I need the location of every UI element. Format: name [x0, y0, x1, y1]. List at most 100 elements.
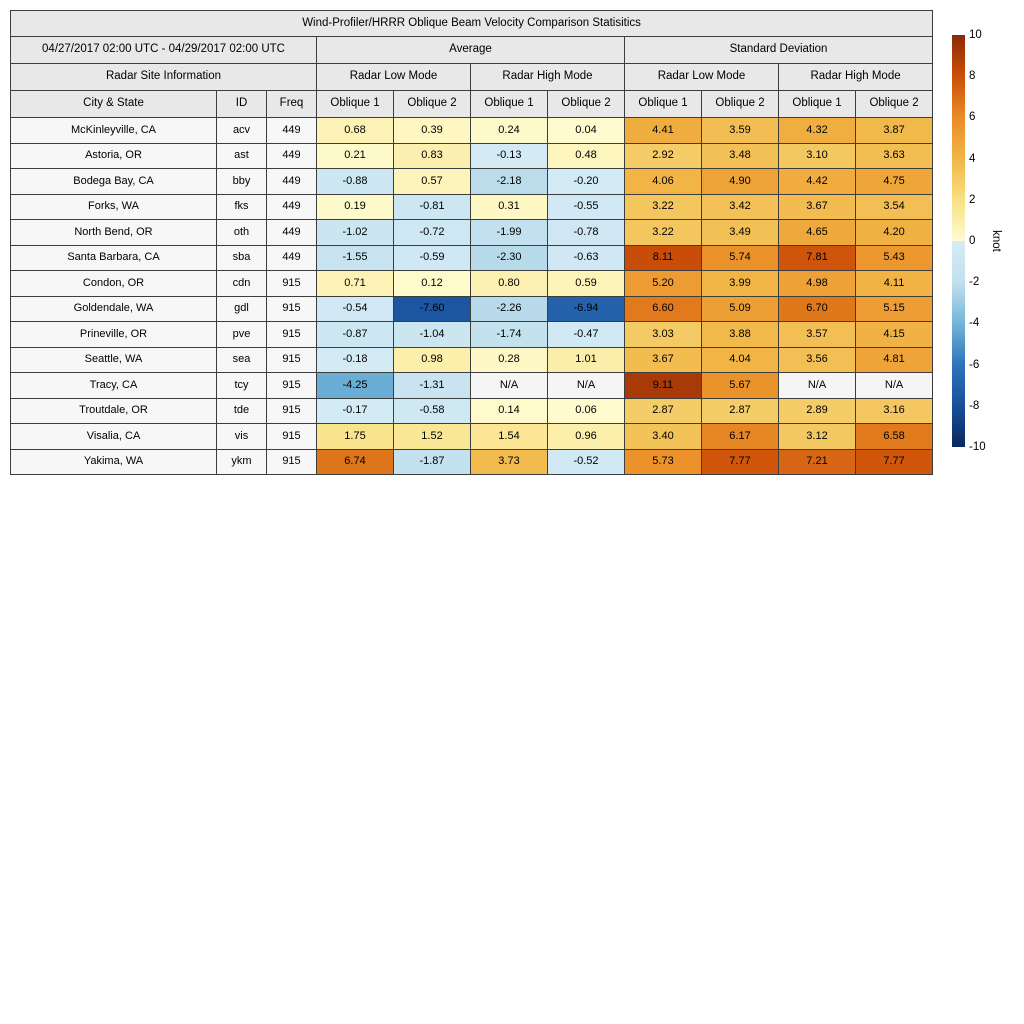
- value-cell: 5.73: [624, 448, 702, 475]
- value-cell: 4.15: [854, 321, 934, 348]
- value-cell: 5.67: [701, 372, 779, 399]
- value-cell: 3.56: [778, 346, 856, 373]
- colorbar-tick-label: 4: [969, 152, 976, 165]
- site-id-cell: vis: [216, 423, 267, 450]
- value-cell: 0.57: [393, 168, 471, 195]
- table-row: McKinleyville, CA acv 449 0.68 0.39 0.24 0.04 4…: [10, 117, 934, 144]
- group-header-average: Average: [316, 36, 625, 64]
- value-cell: 2.92: [624, 142, 702, 169]
- value-cell: 0.14: [470, 397, 548, 424]
- site-info-header: Radar Site Information: [10, 63, 317, 91]
- value-cell: 0.28: [470, 346, 548, 373]
- value-cell: -1.55: [316, 244, 394, 271]
- value-cell: 0.19: [316, 193, 394, 220]
- value-cell: 3.49: [701, 219, 779, 246]
- city-cell: Astoria, OR: [10, 142, 217, 169]
- table-row: Bodega Bay, CA bby 449 -0.88 0.57 -2.18 -0.20 4…: [10, 168, 934, 195]
- table-row: Troutdale, OR tde 915 -0.17 -0.58 0.14 0.06 2.8…: [10, 397, 934, 424]
- value-cell: 0.12: [393, 270, 471, 297]
- value-cell: 0.04: [547, 117, 625, 144]
- city-cell: Forks, WA: [10, 193, 217, 220]
- col-header-oblique: Oblique 1: [316, 90, 394, 118]
- value-cell: -0.59: [393, 244, 471, 271]
- city-cell: Condon, OR: [10, 270, 217, 297]
- value-cell: 7.21: [778, 448, 856, 475]
- site-id-cell: gdl: [216, 295, 267, 322]
- site-id-cell: acv: [216, 117, 267, 144]
- value-cell: 4.75: [854, 168, 934, 195]
- colorbar-gradient: [952, 35, 965, 447]
- value-cell: -0.47: [547, 321, 625, 348]
- colorbar-tick-label: 6: [969, 111, 976, 124]
- value-cell: 1.01: [547, 346, 625, 373]
- freq-cell: 915: [266, 295, 317, 322]
- value-cell: 3.12: [778, 423, 856, 450]
- value-cell: -4.25: [316, 372, 394, 399]
- value-cell: 4.98: [778, 270, 856, 297]
- group-header-stddev: Standard Deviation: [623, 36, 934, 64]
- value-cell: 6.70: [778, 295, 856, 322]
- value-cell: 0.96: [547, 423, 625, 450]
- freq-cell: 449: [266, 142, 317, 169]
- mode-header-std-high: Radar High Mode: [777, 63, 934, 91]
- value-cell: 1.54: [470, 423, 548, 450]
- value-cell: 0.06: [547, 397, 625, 424]
- value-cell: -0.87: [316, 321, 394, 348]
- value-cell: 0.71: [316, 270, 394, 297]
- mode-header-avg-high: Radar High Mode: [470, 63, 625, 91]
- value-cell: 3.67: [778, 193, 856, 220]
- freq-cell: 449: [266, 193, 317, 220]
- site-id-cell: bby: [216, 168, 267, 195]
- value-cell: 3.22: [624, 193, 702, 220]
- freq-cell: 915: [266, 423, 317, 450]
- value-cell: 7.81: [778, 244, 856, 271]
- value-cell: 5.20: [624, 270, 702, 297]
- value-cell: 4.32: [778, 117, 856, 144]
- value-cell: 3.57: [778, 321, 856, 348]
- value-cell: 8.11: [624, 244, 702, 271]
- freq-cell: 915: [266, 372, 317, 399]
- city-cell: Yakima, WA: [10, 448, 217, 475]
- date-range: 04/27/2017 02:00 UTC - 04/29/2017 02:00 …: [10, 36, 317, 64]
- value-cell: 3.22: [624, 219, 702, 246]
- value-cell: 3.03: [624, 321, 702, 348]
- col-header-freq: Freq: [266, 90, 317, 118]
- value-cell: -2.18: [470, 168, 548, 195]
- freq-cell: 449: [266, 168, 317, 195]
- stats-table: Wind-Profiler/HRRR Oblique Beam Velocity…: [9, 10, 934, 475]
- colorbar: 10 8 6 4 2 0 -2 -4 -6 -8 -10 knot: [952, 29, 1024, 453]
- colorbar-tick-label: -10: [969, 441, 986, 453]
- value-cell: 0.83: [393, 142, 471, 169]
- value-cell: 3.67: [624, 346, 702, 373]
- value-cell: -6.94: [547, 295, 625, 322]
- freq-cell: 915: [266, 270, 317, 297]
- col-header-oblique: Oblique 1: [778, 90, 856, 118]
- table-row: Goldendale, WA gdl 915 -0.54 -7.60 -2.26 -6.94…: [10, 295, 934, 322]
- value-cell: -1.02: [316, 219, 394, 246]
- value-cell: 0.68: [316, 117, 394, 144]
- freq-cell: 449: [266, 219, 317, 246]
- freq-cell: 915: [266, 397, 317, 424]
- value-cell: 3.40: [624, 423, 702, 450]
- colorbar-tick-label: -2: [969, 276, 980, 289]
- value-cell: 0.21: [316, 142, 394, 169]
- col-header-oblique: Oblique 2: [701, 90, 779, 118]
- col-header-oblique: Oblique 1: [470, 90, 548, 118]
- city-cell: Goldendale, WA: [10, 295, 217, 322]
- city-cell: Santa Barbara, CA: [10, 244, 217, 271]
- col-header-id: ID: [216, 90, 267, 118]
- value-cell: 3.59: [701, 117, 779, 144]
- city-cell: Visalia, CA: [10, 423, 217, 450]
- value-cell: 0.31: [470, 193, 548, 220]
- value-cell: 0.24: [470, 117, 548, 144]
- value-cell: 2.87: [701, 397, 779, 424]
- mode-header-row: Radar Site Information Radar Low Mode Ra…: [10, 63, 934, 91]
- value-cell: 3.42: [701, 193, 779, 220]
- table-row: Forks, WA fks 449 0.19 -0.81 0.31 -0.55 3.22 3.4…: [10, 193, 934, 220]
- value-cell: 7.77: [854, 448, 934, 475]
- table-row: Santa Barbara, CA sba 449 -1.55 -0.59 -2.30 -0…: [10, 244, 934, 271]
- site-id-cell: ykm: [216, 448, 267, 475]
- value-cell: -0.54: [316, 295, 394, 322]
- value-cell: -0.88: [316, 168, 394, 195]
